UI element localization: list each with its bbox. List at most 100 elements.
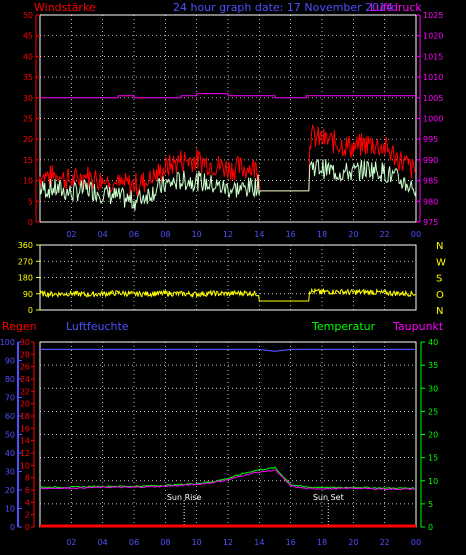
panel3-x-tick-label: 22 bbox=[380, 538, 390, 547]
label-regen: Regen bbox=[2, 320, 37, 333]
panel1-right-tick-label: 1010 bbox=[423, 73, 443, 82]
direction-letter: O bbox=[436, 290, 444, 301]
panel1-left-tick-label: 20 bbox=[23, 135, 33, 144]
panel1-right-tick-label: 985 bbox=[423, 177, 438, 186]
panel2-tick-label: 0 bbox=[28, 306, 33, 315]
panel1-left-tick-label: 0 bbox=[28, 218, 33, 227]
panel1-x-tick-label: 18 bbox=[317, 230, 327, 239]
sunset-label: Sun Set bbox=[313, 493, 344, 502]
rain-tick-label: 20 bbox=[20, 400, 30, 409]
temperature-humidity-panel: 0246810121416182022242628300102030405060… bbox=[0, 338, 438, 547]
panel1-left-tick-label: 45 bbox=[23, 32, 33, 41]
header-left-title: Windstärke bbox=[34, 1, 96, 14]
temp-tick-label: 40 bbox=[428, 338, 438, 347]
panel1-x-tick-label: 00 bbox=[411, 230, 421, 239]
rain-tick-label: 26 bbox=[20, 363, 30, 372]
panel3-x-tick-label: 10 bbox=[192, 538, 202, 547]
panel3-x-tick-label: 02 bbox=[66, 538, 76, 547]
rain-tick-label: 2 bbox=[25, 511, 30, 520]
panel1-right-tick-label: 980 bbox=[423, 197, 438, 206]
panel1-left-tick-label: 25 bbox=[23, 115, 33, 124]
panel1-left-tick-label: 15 bbox=[23, 156, 33, 165]
panel1-right-tick-label: 1005 bbox=[423, 94, 443, 103]
rain-tick-label: 14 bbox=[20, 437, 30, 446]
panel1-left-tick-label: 40 bbox=[23, 52, 33, 61]
temp-tick-label: 35 bbox=[428, 361, 438, 370]
temp-tick-label: 5 bbox=[428, 500, 433, 509]
rain-tick-label: 4 bbox=[25, 498, 30, 507]
rain-tick-label: 22 bbox=[20, 387, 30, 396]
rain-tick-label: 12 bbox=[20, 449, 30, 458]
panel3-x-tick-label: 20 bbox=[348, 538, 358, 547]
rain-tick-label: 10 bbox=[20, 461, 30, 470]
humidity-tick-label: 80 bbox=[5, 375, 15, 384]
sunrise-label: Sun Rise bbox=[167, 493, 202, 502]
direction-letter: N bbox=[436, 241, 443, 252]
panel3-x-tick-label: 08 bbox=[160, 538, 170, 547]
temp-tick-label: 25 bbox=[428, 407, 438, 416]
panel1-x-tick-label: 16 bbox=[286, 230, 296, 239]
panel1-x-tick-label: 06 bbox=[129, 230, 139, 239]
rain-tick-label: 8 bbox=[25, 474, 30, 483]
panel3-x-tick-label: 14 bbox=[254, 538, 264, 547]
humidity-tick-label: 60 bbox=[5, 412, 15, 421]
temp-tick-label: 10 bbox=[428, 477, 438, 486]
rain-tick-label: 24 bbox=[20, 375, 30, 384]
panel3-x-tick-label: 00 bbox=[411, 538, 421, 547]
panel2-tick-label: 360 bbox=[18, 241, 33, 250]
panel1-x-tick-label: 20 bbox=[348, 230, 358, 239]
panel1-x-tick-label: 14 bbox=[254, 230, 264, 239]
panel1-x-tick-label: 12 bbox=[223, 230, 233, 239]
header-center-title: 24 hour graph date: 17 November 2014 bbox=[173, 1, 393, 14]
panel3-x-tick-label: 12 bbox=[223, 538, 233, 547]
wind-gust-series bbox=[39, 123, 417, 196]
humidity-tick-label: 70 bbox=[5, 394, 15, 403]
dewpoint-series bbox=[39, 469, 415, 491]
panel1-left-tick-label: 35 bbox=[23, 73, 33, 82]
rain-tick-label: 28 bbox=[20, 350, 30, 359]
rain-tick-label: 6 bbox=[25, 486, 30, 495]
panel1-right-tick-label: 1015 bbox=[423, 52, 443, 61]
panel3-x-tick-label: 18 bbox=[317, 538, 327, 547]
panel3-x-tick-label: 06 bbox=[129, 538, 139, 547]
humidity-tick-label: 40 bbox=[5, 449, 15, 458]
panel2-tick-label: 90 bbox=[23, 290, 33, 299]
rain-tick-label: 16 bbox=[20, 424, 30, 433]
header-right-title: Luftdruck bbox=[370, 1, 422, 14]
label-taupunkt: Taupunkt bbox=[392, 320, 444, 333]
panel1-x-tick-label: 04 bbox=[98, 230, 108, 239]
humidity-tick-label: 10 bbox=[5, 505, 15, 514]
direction-letter: W bbox=[436, 257, 446, 268]
humidity-tick-label: 90 bbox=[5, 357, 15, 366]
humidity-tick-label: 100 bbox=[0, 338, 15, 347]
panel3-x-tick-label: 16 bbox=[286, 538, 296, 547]
temp-tick-label: 30 bbox=[428, 384, 438, 393]
panel1-x-tick-label: 10 bbox=[192, 230, 202, 239]
panel1-right-tick-label: 975 bbox=[423, 218, 438, 227]
humidity-tick-label: 50 bbox=[5, 431, 15, 440]
panel1-left-tick-label: 10 bbox=[23, 177, 33, 186]
temp-tick-label: 20 bbox=[428, 431, 438, 440]
rain-tick-label: 30 bbox=[20, 338, 30, 347]
panel1-right-tick-label: 990 bbox=[423, 156, 438, 165]
rain-tick-label: 0 bbox=[25, 523, 30, 532]
direction-letter: N bbox=[436, 306, 443, 317]
humidity-tick-label: 20 bbox=[5, 486, 15, 495]
wind-average-series bbox=[39, 158, 417, 211]
label-temperatur: Temperatur bbox=[311, 320, 376, 333]
panel1-right-tick-label: 1020 bbox=[423, 32, 443, 41]
panel1-x-tick-label: 08 bbox=[160, 230, 170, 239]
humidity-tick-label: 30 bbox=[5, 468, 15, 477]
rain-tick-label: 18 bbox=[20, 412, 30, 421]
temperature-series bbox=[39, 466, 415, 490]
panel1-left-tick-label: 30 bbox=[23, 94, 33, 103]
wind-direction-series bbox=[39, 287, 416, 302]
panel1-x-tick-label: 22 bbox=[380, 230, 390, 239]
temp-tick-label: 15 bbox=[428, 454, 438, 463]
wind-pressure-panel: 0510152025303540455097598098599099510001… bbox=[23, 11, 444, 239]
label-luftfeuchte: Luftfeuchte bbox=[66, 320, 129, 333]
panel2-tick-label: 180 bbox=[18, 274, 33, 283]
panel1-right-tick-label: 995 bbox=[423, 135, 438, 144]
